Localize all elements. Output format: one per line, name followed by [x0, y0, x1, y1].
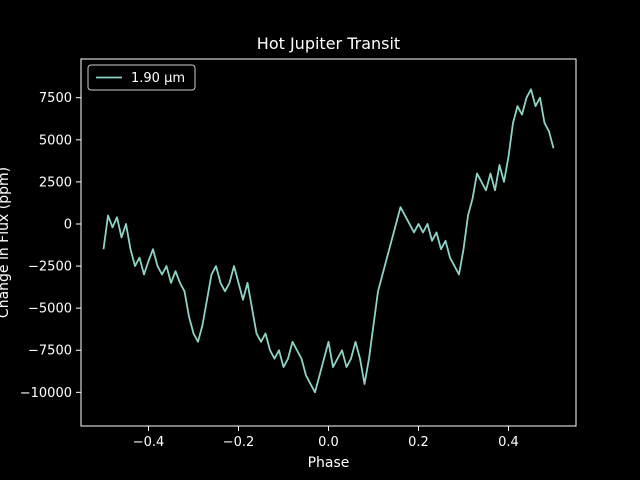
y-tick-label: −7500 — [28, 344, 72, 359]
chart-title: Hot Jupiter Transit — [257, 34, 400, 53]
x-tick-label: 0.4 — [498, 435, 519, 450]
series-layer — [102, 88, 555, 394]
y-tick-label: −5000 — [28, 302, 72, 317]
x-tick-label: 0.2 — [408, 435, 429, 450]
x-axis-title: Phase — [308, 455, 350, 471]
y-tick-label: −10000 — [20, 386, 72, 401]
legend: 1.90 µm — [87, 64, 196, 91]
y-tick-label: 5000 — [39, 133, 72, 148]
y-tick-label: 0 — [64, 217, 72, 232]
x-ticks: −0.4 −0.2 0.0 0.2 0.4 — [133, 426, 519, 450]
y-tick-label: 7500 — [39, 91, 72, 106]
x-tick-label: 0.0 — [318, 435, 339, 450]
x-tick-label: −0.4 — [133, 435, 165, 450]
y-tick-label: 2500 — [39, 175, 72, 190]
series-line-0 — [102, 88, 555, 394]
legend-box — [87, 64, 196, 91]
y-tick-label: −2500 — [28, 260, 72, 275]
y-ticks: −10000 −7500 −5000 −2500 0 2500 5000 7500 — [20, 91, 81, 401]
legend-label-series-0: 1.90 µm — [131, 71, 185, 86]
x-tick-label: −0.2 — [223, 435, 255, 450]
y-axis-title: Change in Flux (ppm) — [0, 167, 12, 318]
